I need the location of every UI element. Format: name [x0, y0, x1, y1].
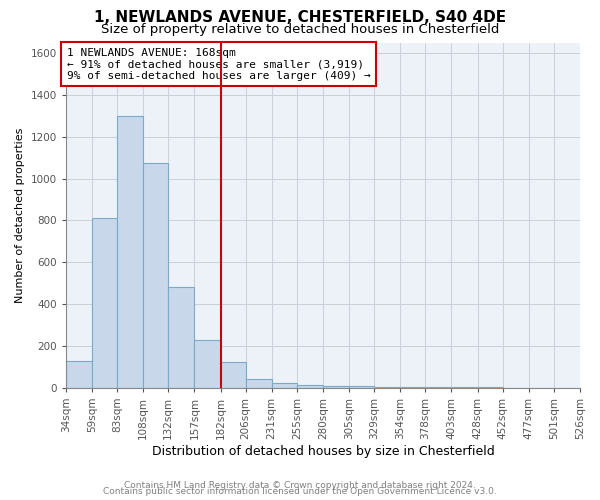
- Bar: [349, 386, 374, 388]
- Bar: [245, 380, 272, 388]
- Bar: [66, 360, 92, 388]
- Text: 1 NEWLANDS AVENUE: 168sqm
← 91% of detached houses are smaller (3,919)
9% of sem: 1 NEWLANDS AVENUE: 168sqm ← 91% of detac…: [67, 48, 371, 81]
- Bar: [117, 116, 143, 388]
- Bar: [425, 386, 451, 388]
- Bar: [272, 382, 297, 388]
- Bar: [194, 340, 221, 388]
- Bar: [400, 386, 425, 388]
- Bar: [374, 386, 400, 388]
- Bar: [221, 362, 245, 388]
- Bar: [92, 218, 117, 388]
- Bar: [143, 163, 168, 388]
- Y-axis label: Number of detached properties: Number of detached properties: [15, 128, 25, 303]
- Bar: [323, 386, 349, 388]
- X-axis label: Distribution of detached houses by size in Chesterfield: Distribution of detached houses by size …: [152, 444, 494, 458]
- Bar: [451, 386, 478, 388]
- Text: 1, NEWLANDS AVENUE, CHESTERFIELD, S40 4DE: 1, NEWLANDS AVENUE, CHESTERFIELD, S40 4D…: [94, 10, 506, 25]
- Bar: [478, 386, 503, 388]
- Text: Contains public sector information licensed under the Open Government Licence v3: Contains public sector information licen…: [103, 487, 497, 496]
- Text: Contains HM Land Registry data © Crown copyright and database right 2024.: Contains HM Land Registry data © Crown c…: [124, 481, 476, 490]
- Bar: [168, 288, 194, 388]
- Text: Size of property relative to detached houses in Chesterfield: Size of property relative to detached ho…: [101, 22, 499, 36]
- Bar: [297, 384, 323, 388]
